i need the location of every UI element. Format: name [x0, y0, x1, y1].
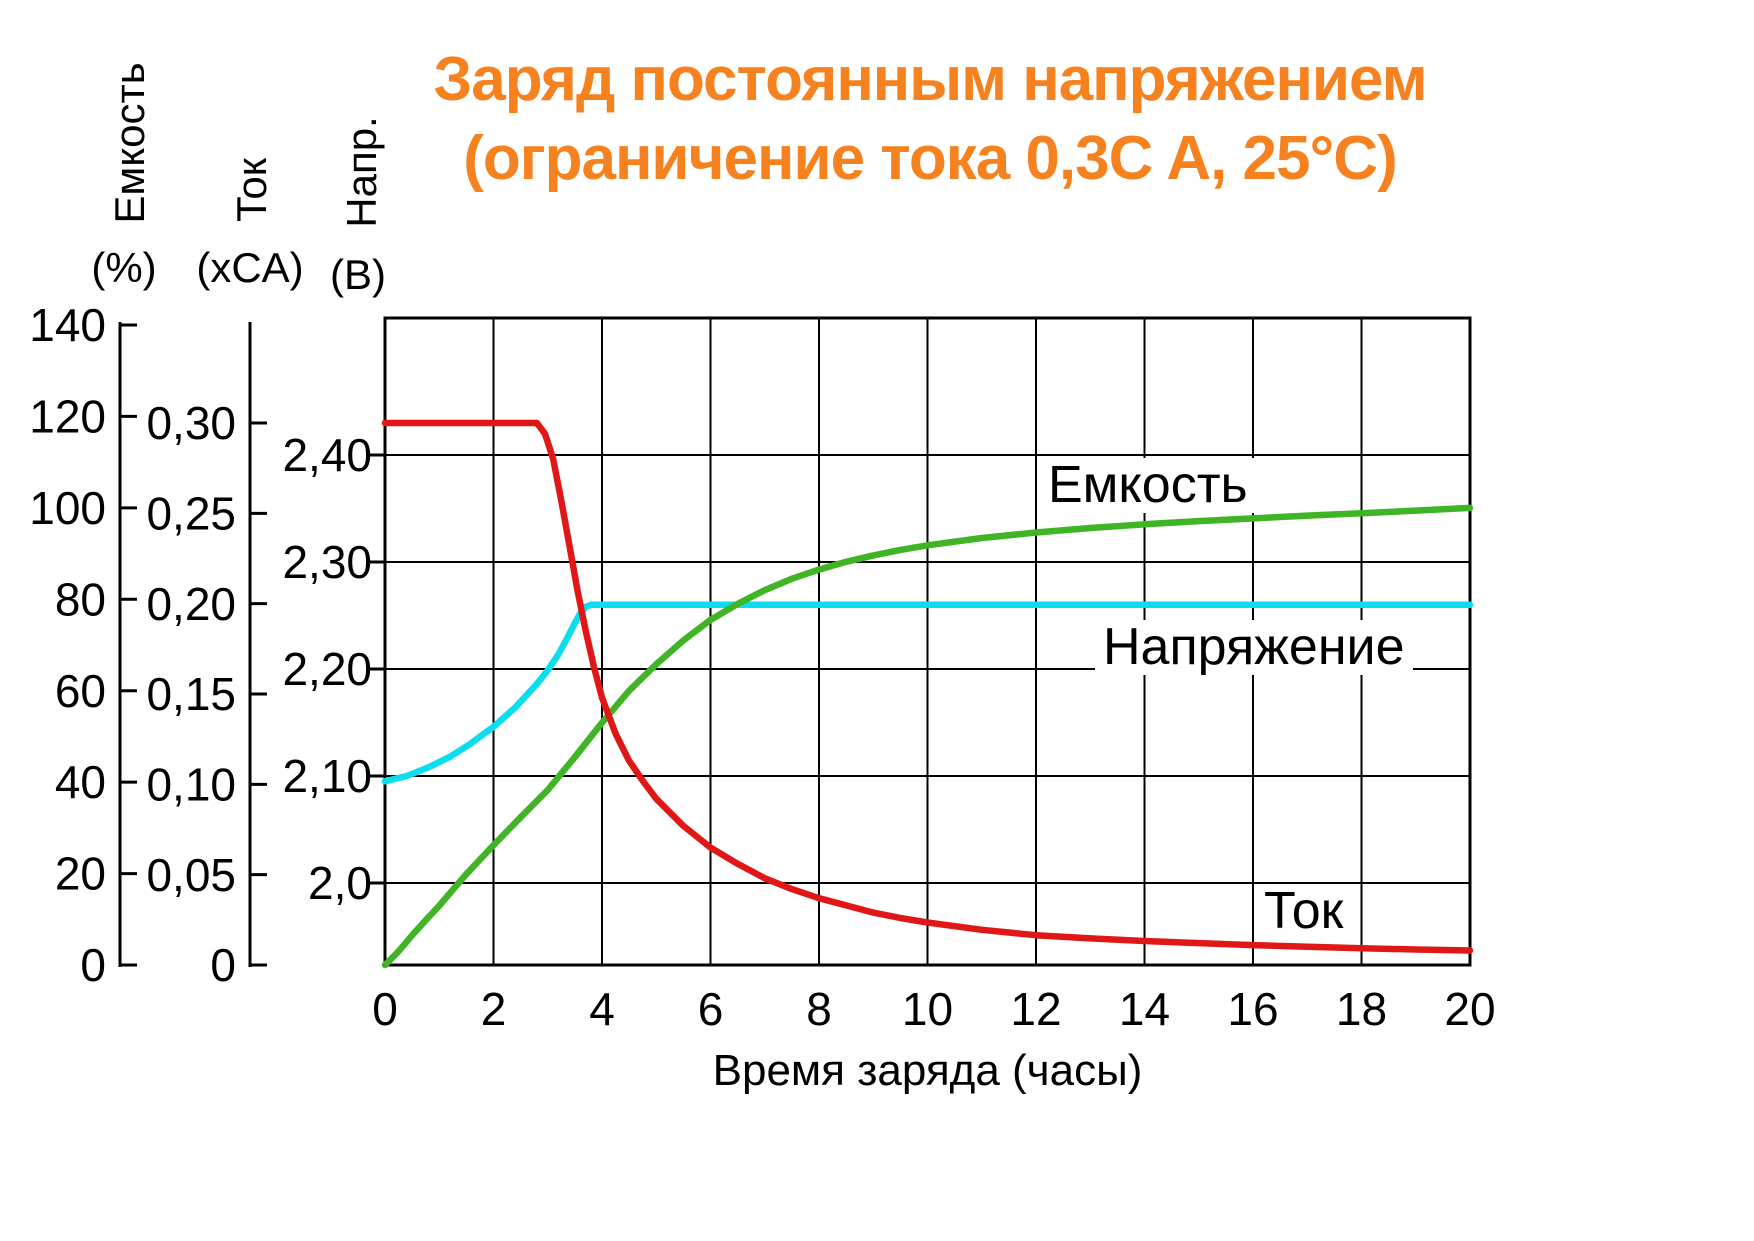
capacity-tick-label: 80 — [55, 573, 106, 625]
chart-title-line1: Заряд постоянным напряжением — [433, 45, 1427, 114]
capacity-tick-label: 20 — [55, 848, 106, 900]
curve-voltage — [381, 601, 1474, 785]
x-tick-label: 2 — [481, 983, 507, 1035]
current-tick-label: 0,20 — [146, 578, 236, 630]
curve-label-voltage: Напряжение — [1095, 620, 1413, 675]
current-tick-label: 0,25 — [146, 487, 236, 539]
current-tick-label: 0,05 — [146, 849, 236, 901]
x-tick-label: 14 — [1119, 983, 1170, 1035]
current-tick-label: 0,10 — [146, 758, 236, 810]
chart-title: Заряд постоянным напряжением (ограничени… — [330, 40, 1530, 199]
curve-label-capacity: Емкость — [1040, 458, 1256, 513]
curve-label-current: Ток — [1256, 884, 1352, 939]
voltage-tick-label: 2,20 — [282, 643, 372, 695]
capacity-tick-label: 60 — [55, 665, 106, 717]
capacity-tick-label: 40 — [55, 756, 106, 808]
current-tick-label: 0,30 — [146, 397, 236, 449]
current-tick-label: 0 — [210, 939, 236, 991]
voltage-tick-label: 2,0 — [308, 857, 372, 909]
current-axis-unit: (xCA) — [196, 244, 304, 291]
capacity-tick-label: 120 — [29, 391, 106, 443]
plot-border — [383, 316, 1472, 967]
voltage-tick-label: 2,10 — [282, 750, 372, 802]
capacity-tick-label: 0 — [80, 939, 106, 991]
x-tick-label: 16 — [1227, 983, 1278, 1035]
x-tick-label: 6 — [698, 983, 724, 1035]
x-tick-label: 0 — [372, 983, 398, 1035]
voltage-tick-label: 2,30 — [282, 536, 372, 588]
x-axis-title: Время заряда (часы) — [712, 1046, 1143, 1095]
x-tick-label: 18 — [1336, 983, 1387, 1035]
curve-current — [381, 419, 1474, 954]
voltage-axis-unit: (B) — [330, 251, 386, 298]
capacity-axis-unit: (%) — [91, 244, 157, 291]
x-tick-label: 8 — [806, 983, 832, 1035]
x-tick-label: 20 — [1444, 983, 1495, 1035]
voltage-tick-label: 2,40 — [282, 429, 372, 481]
current-tick-label: 0,15 — [146, 668, 236, 720]
x-tick-label: 4 — [589, 983, 615, 1035]
capacity-tick-label: 100 — [29, 482, 106, 534]
x-tick-label: 12 — [1010, 983, 1061, 1035]
x-tick-label: 10 — [902, 983, 953, 1035]
capacity-tick-label: 140 — [29, 299, 106, 351]
curve-capacity — [381, 504, 1474, 969]
chart-title-line2: (ограничение тока 0,3C A, 25°C) — [463, 124, 1397, 194]
